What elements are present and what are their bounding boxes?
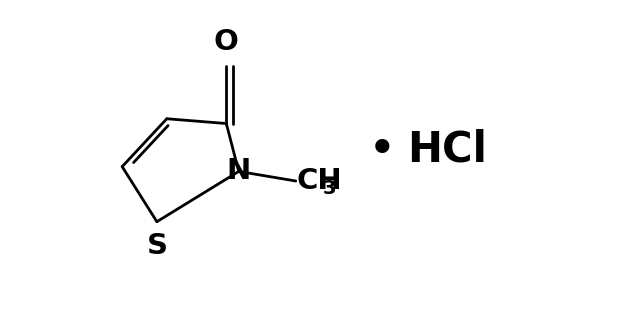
Text: 3: 3 [323,179,336,198]
Text: •: • [368,126,397,174]
Text: CH: CH [297,167,342,195]
Text: HCl: HCl [407,129,487,171]
Text: N: N [227,157,251,185]
Text: S: S [147,233,168,261]
Text: O: O [214,29,239,57]
